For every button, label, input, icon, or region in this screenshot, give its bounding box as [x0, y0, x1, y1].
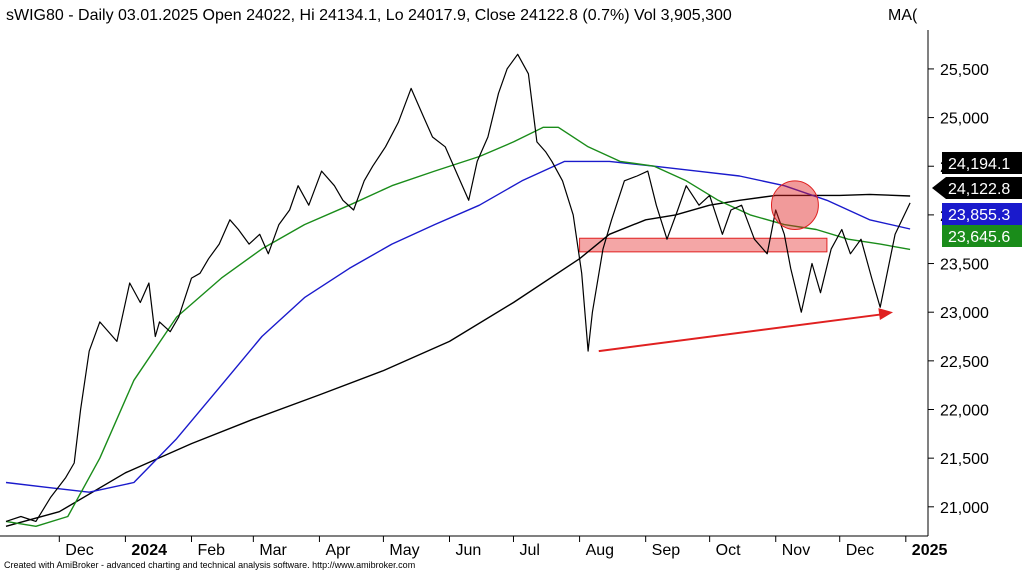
last-value-text: 23,645.6 [948, 229, 1010, 246]
last-value-labels: 24,194.1 24,122.8 23,855.3 23,645.6 [932, 152, 1022, 247]
y-tick-label: 22,000 [940, 403, 989, 420]
x-axis-ticks: Dec 2024 Feb Mar Apr May Jun Jul Aug Sep Oct Nov Dec… [58, 536, 948, 559]
x-tick-label: Sep [652, 542, 681, 559]
y-tick-label: 25,500 [940, 62, 989, 79]
highlight-ellipse [770, 180, 819, 230]
x-tick-label: Nov [782, 542, 810, 559]
y-tick-label: 21,500 [940, 451, 989, 468]
footer-credit: Created with AmiBroker - advanced charti… [4, 560, 415, 570]
x-tick-label: Oct [716, 542, 741, 559]
support-zone-rect [579, 237, 828, 253]
last-value-text: 23,855.3 [948, 207, 1010, 224]
last-value-text: 24,122.8 [948, 181, 1010, 198]
x-tick-label: Jun [456, 542, 482, 559]
last-value-badge [942, 152, 1022, 174]
x-tick-label: 2024 [131, 542, 167, 559]
x-tick-label: Feb [198, 542, 226, 559]
y-tick-label: 25,000 [940, 111, 989, 128]
x-tick-label: Mar [259, 542, 287, 559]
x-tick-label: Dec [846, 542, 874, 559]
x-tick-label: Jul [519, 542, 539, 559]
annotation-layer [579, 237, 828, 253]
last-value-text: 24,194.1 [948, 156, 1010, 173]
x-tick-label: Dec [65, 542, 93, 559]
last-value-badge [942, 203, 1022, 225]
y-tick-label: 21,000 [940, 500, 989, 517]
last-value-badge [932, 177, 1022, 199]
y-tick-label: 23,000 [940, 305, 989, 322]
x-tick-label: Aug [586, 542, 614, 559]
x-tick-label: May [389, 542, 419, 559]
series-line-price [5, 53, 911, 522]
x-tick-label: Apr [325, 542, 351, 559]
series-line-ma_mid [5, 160, 911, 493]
trend-arrow-head [878, 308, 894, 320]
x-tick-label: 2025 [912, 542, 948, 559]
last-value-badge [942, 225, 1022, 247]
series-layer [5, 53, 911, 527]
y-tick-label: 22,500 [940, 354, 989, 371]
ma-legend-label: MA( [888, 7, 918, 24]
annotation-overlay [598, 180, 894, 353]
chart-title: sWIG80 - Daily 03.01.2025 Open 24022, Hi… [6, 7, 732, 24]
series-line-ma_long [5, 193, 911, 527]
y-tick-label: 23,500 [940, 257, 989, 274]
trend-arrow-line [598, 313, 884, 353]
